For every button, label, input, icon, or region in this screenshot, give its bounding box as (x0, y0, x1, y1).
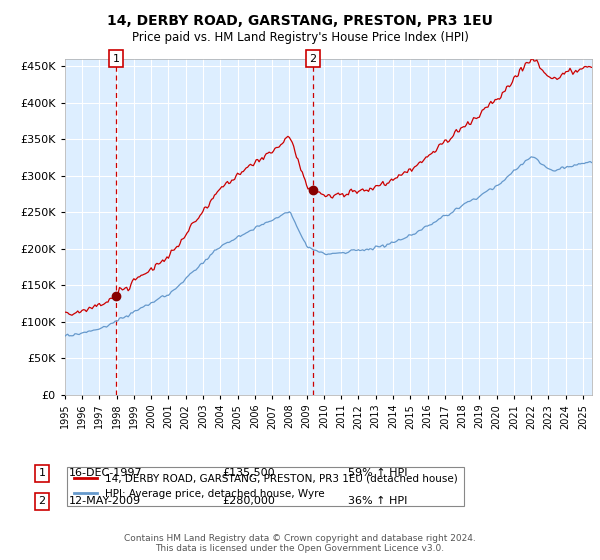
Text: 59% ↑ HPI: 59% ↑ HPI (348, 468, 407, 478)
Text: Price paid vs. HM Land Registry's House Price Index (HPI): Price paid vs. HM Land Registry's House … (131, 31, 469, 44)
Text: 36% ↑ HPI: 36% ↑ HPI (348, 496, 407, 506)
Text: Contains HM Land Registry data © Crown copyright and database right 2024.
This d: Contains HM Land Registry data © Crown c… (124, 534, 476, 553)
Text: 14, DERBY ROAD, GARSTANG, PRESTON, PR3 1EU: 14, DERBY ROAD, GARSTANG, PRESTON, PR3 1… (107, 14, 493, 28)
Legend: 14, DERBY ROAD, GARSTANG, PRESTON, PR3 1EU (detached house), HPI: Average price,: 14, DERBY ROAD, GARSTANG, PRESTON, PR3 1… (67, 468, 464, 506)
Text: 16-DEC-1997: 16-DEC-1997 (69, 468, 143, 478)
Text: 1: 1 (112, 54, 119, 64)
Text: 2: 2 (309, 54, 316, 64)
Text: 12-MAY-2009: 12-MAY-2009 (69, 496, 141, 506)
Text: £135,500: £135,500 (222, 468, 275, 478)
Text: 1: 1 (38, 468, 46, 478)
Text: £280,000: £280,000 (222, 496, 275, 506)
Text: 2: 2 (38, 496, 46, 506)
